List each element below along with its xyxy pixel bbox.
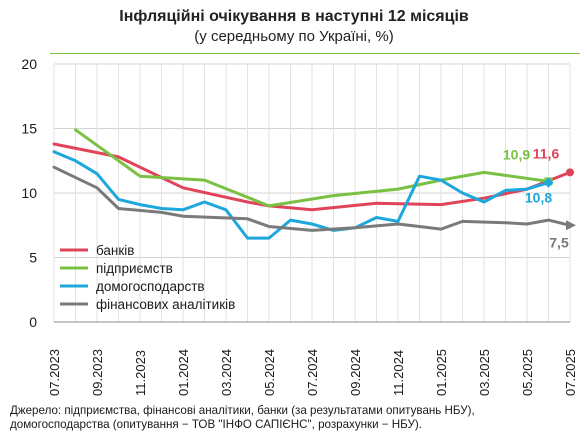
chart-subtitle: (у середньому по Україні, %) — [194, 28, 394, 45]
source-note: Джерело: підприємства, фінансові аналіти… — [10, 404, 585, 432]
y-tick-label: 0 — [29, 314, 37, 330]
y-tick-label: 20 — [21, 56, 37, 72]
x-tick-label: 03.2024 — [219, 349, 234, 396]
x-tick-label: 07.2025 — [563, 349, 578, 396]
end-value-label-3: 10,8 — [525, 190, 552, 206]
x-tick-label: 11.2023 — [133, 350, 148, 396]
end-marker-4 — [566, 220, 576, 231]
x-tick-label: 05.2025 — [520, 349, 535, 396]
chart-title: Інфляційні очікування в наступні 12 міся… — [119, 8, 469, 25]
inflation-expectations-chart: 0 5 10 15 20 07.2023 09.2023 11.2023 01.2024 03.2… — [21, 56, 578, 396]
legend-label-2: підприємств — [96, 261, 173, 276]
title-divider — [50, 53, 580, 54]
x-tick-label: 07.2024 — [305, 349, 320, 396]
source-line-2: домогосподарства (опитування − ТОВ "ІНФО… — [10, 418, 422, 431]
x-tick-label: 09.2024 — [348, 349, 363, 396]
source-line-1: Джерело: підприємства, фінансові аналіти… — [10, 404, 475, 417]
x-tick-label: 09.2023 — [90, 349, 105, 396]
series-line-2 — [74, 128, 550, 208]
y-tick-label: 15 — [21, 121, 37, 137]
x-tick-label: 11.2024 — [391, 350, 406, 396]
legend-label-3: домогосподарств — [96, 279, 205, 294]
series-line-4 — [52, 165, 572, 232]
y-tick-label: 10 — [21, 185, 37, 201]
y-tick-label: 5 — [29, 250, 37, 266]
x-tick-label: 01.2024 — [176, 349, 191, 396]
end-marker-3 — [543, 177, 554, 188]
legend-label-1: банків — [96, 243, 134, 258]
x-tick-label: 05.2024 — [262, 349, 277, 396]
x-tick-label: 07.2023 — [47, 349, 62, 396]
end-value-label-1: 11,6 — [533, 145, 560, 161]
end-value-label-2: 10,9 — [503, 146, 530, 162]
end-marker-1 — [566, 168, 574, 177]
legend-label-4: фінансових аналітиків — [96, 297, 235, 312]
series-line-3 — [52, 150, 550, 240]
end-value-label-4: 7,5 — [549, 234, 569, 250]
x-tick-label: 03.2025 — [477, 349, 492, 396]
x-tick-label: 01.2025 — [434, 349, 449, 396]
